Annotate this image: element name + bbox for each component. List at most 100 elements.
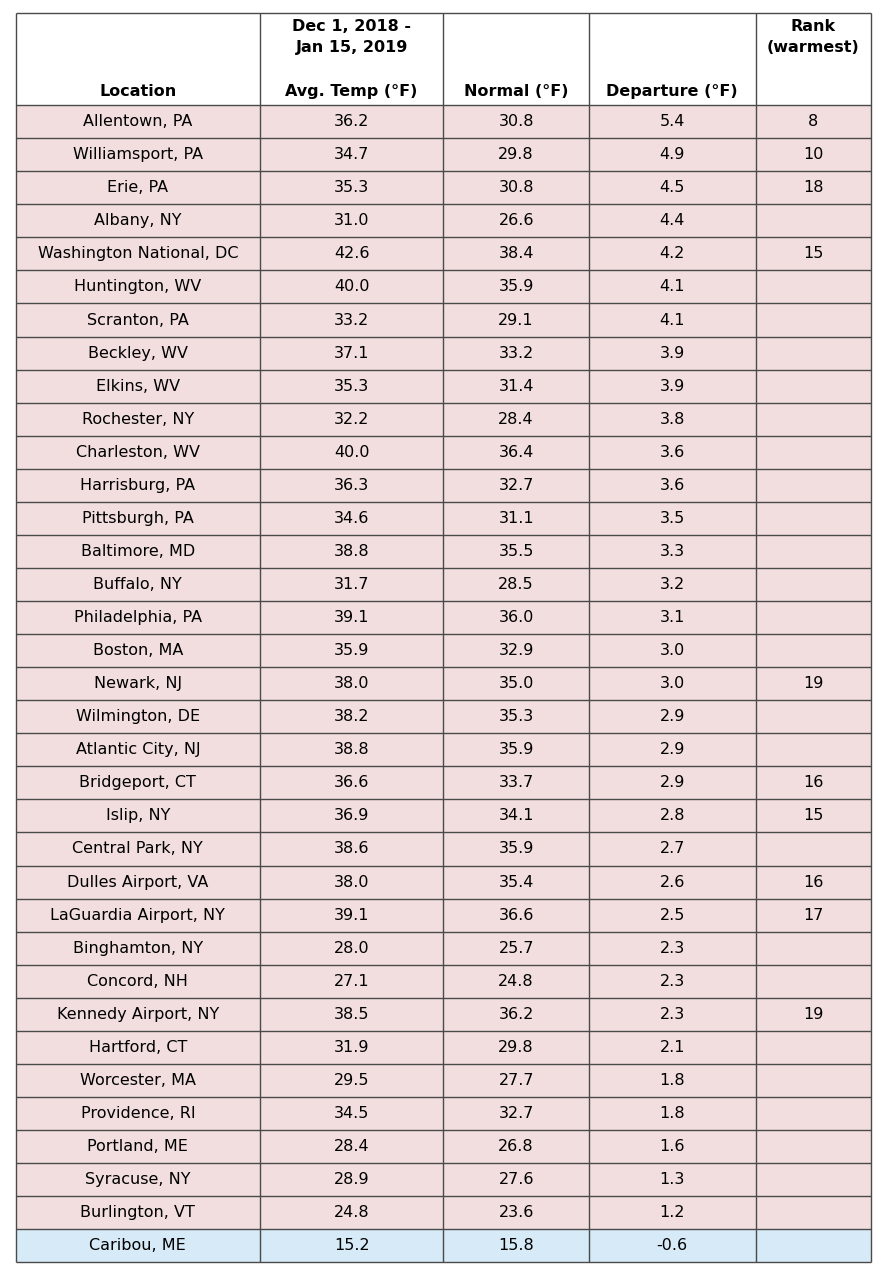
- Text: Rank
(warmest): Rank (warmest): [766, 19, 859, 55]
- Text: 35.4: 35.4: [498, 875, 533, 890]
- Text: Caribou, ME: Caribou, ME: [89, 1238, 186, 1253]
- Bar: [443, 866, 588, 899]
- Text: Williamsport, PA: Williamsport, PA: [73, 147, 203, 162]
- Text: 3.0: 3.0: [659, 643, 684, 658]
- Text: 29.1: 29.1: [498, 312, 533, 328]
- Text: 38.8: 38.8: [333, 742, 369, 757]
- Bar: [16, 436, 260, 469]
- Text: 3.9: 3.9: [659, 379, 684, 394]
- Bar: [443, 766, 588, 799]
- Bar: [755, 237, 870, 270]
- Bar: [588, 567, 755, 601]
- Text: 10: 10: [802, 147, 822, 162]
- Bar: [588, 799, 755, 833]
- Bar: [16, 667, 260, 700]
- Bar: [755, 733, 870, 766]
- Bar: [588, 303, 755, 337]
- Bar: [755, 171, 870, 204]
- Text: 36.2: 36.2: [333, 115, 369, 129]
- Bar: [588, 502, 755, 536]
- Bar: [588, 204, 755, 237]
- Text: Portland, ME: Portland, ME: [88, 1139, 188, 1154]
- Text: 1.8: 1.8: [658, 1105, 684, 1121]
- Bar: [755, 932, 870, 965]
- Bar: [260, 337, 443, 370]
- Bar: [16, 1229, 260, 1262]
- Bar: [260, 1229, 443, 1262]
- Bar: [16, 502, 260, 536]
- Text: 3.8: 3.8: [659, 412, 684, 427]
- Text: 35.9: 35.9: [498, 742, 533, 757]
- Text: 30.8: 30.8: [498, 115, 533, 129]
- Text: 26.6: 26.6: [498, 213, 533, 228]
- Bar: [755, 13, 870, 105]
- Text: 38.2: 38.2: [333, 709, 369, 724]
- Bar: [755, 536, 870, 567]
- Text: Dulles Airport, VA: Dulles Airport, VA: [67, 875, 208, 890]
- Bar: [16, 766, 260, 799]
- Bar: [260, 1096, 443, 1130]
- Text: 3.0: 3.0: [659, 676, 684, 691]
- Text: 3.1: 3.1: [659, 609, 684, 625]
- Bar: [260, 1163, 443, 1196]
- Bar: [588, 634, 755, 667]
- Text: Normal (°F): Normal (°F): [463, 84, 568, 99]
- Bar: [260, 998, 443, 1030]
- Text: 34.6: 34.6: [333, 511, 369, 525]
- Bar: [16, 567, 260, 601]
- Text: 3.9: 3.9: [659, 346, 684, 361]
- Bar: [443, 965, 588, 998]
- Text: Philadelphia, PA: Philadelphia, PA: [74, 609, 202, 625]
- Text: 3.2: 3.2: [659, 578, 684, 592]
- Bar: [16, 270, 260, 303]
- Bar: [443, 1229, 588, 1262]
- Text: Boston, MA: Boston, MA: [92, 643, 183, 658]
- Text: 25.7: 25.7: [498, 941, 533, 956]
- Bar: [16, 1196, 260, 1229]
- Text: Departure (°F): Departure (°F): [606, 84, 737, 99]
- Text: 35.3: 35.3: [333, 180, 369, 195]
- Text: 2.5: 2.5: [659, 908, 684, 923]
- Bar: [260, 502, 443, 536]
- Text: 38.5: 38.5: [333, 1007, 369, 1021]
- Text: Washington National, DC: Washington National, DC: [37, 246, 237, 261]
- Text: 4.9: 4.9: [659, 147, 684, 162]
- Bar: [260, 469, 443, 502]
- Text: 26.8: 26.8: [498, 1139, 533, 1154]
- Text: 38.6: 38.6: [333, 842, 369, 857]
- Text: 39.1: 39.1: [333, 609, 369, 625]
- Bar: [755, 370, 870, 403]
- Text: -0.6: -0.6: [656, 1238, 687, 1253]
- Bar: [755, 965, 870, 998]
- Text: Wilmington, DE: Wilmington, DE: [75, 709, 199, 724]
- Bar: [443, 1063, 588, 1096]
- Text: 35.5: 35.5: [498, 544, 533, 558]
- Bar: [16, 899, 260, 932]
- Text: Bridgeport, CT: Bridgeport, CT: [79, 775, 196, 790]
- Text: Allentown, PA: Allentown, PA: [83, 115, 192, 129]
- Bar: [260, 436, 443, 469]
- Bar: [443, 601, 588, 634]
- Text: 18: 18: [802, 180, 822, 195]
- Text: 32.7: 32.7: [498, 478, 533, 493]
- Text: 35.9: 35.9: [498, 279, 533, 295]
- Text: Central Park, NY: Central Park, NY: [73, 842, 203, 857]
- Text: 34.1: 34.1: [498, 808, 533, 824]
- Bar: [755, 270, 870, 303]
- Bar: [588, 1030, 755, 1063]
- Text: 38.0: 38.0: [333, 875, 369, 890]
- Text: 24.8: 24.8: [498, 974, 533, 988]
- Text: 35.9: 35.9: [333, 643, 369, 658]
- Bar: [588, 766, 755, 799]
- Bar: [16, 1130, 260, 1163]
- Text: Baltimore, MD: Baltimore, MD: [81, 544, 195, 558]
- Text: 29.8: 29.8: [498, 1040, 533, 1054]
- Text: 2.3: 2.3: [659, 974, 684, 988]
- Bar: [443, 13, 588, 105]
- Bar: [755, 601, 870, 634]
- Text: Erie, PA: Erie, PA: [107, 180, 168, 195]
- Bar: [588, 899, 755, 932]
- Bar: [588, 601, 755, 634]
- Bar: [443, 1196, 588, 1229]
- Bar: [443, 1096, 588, 1130]
